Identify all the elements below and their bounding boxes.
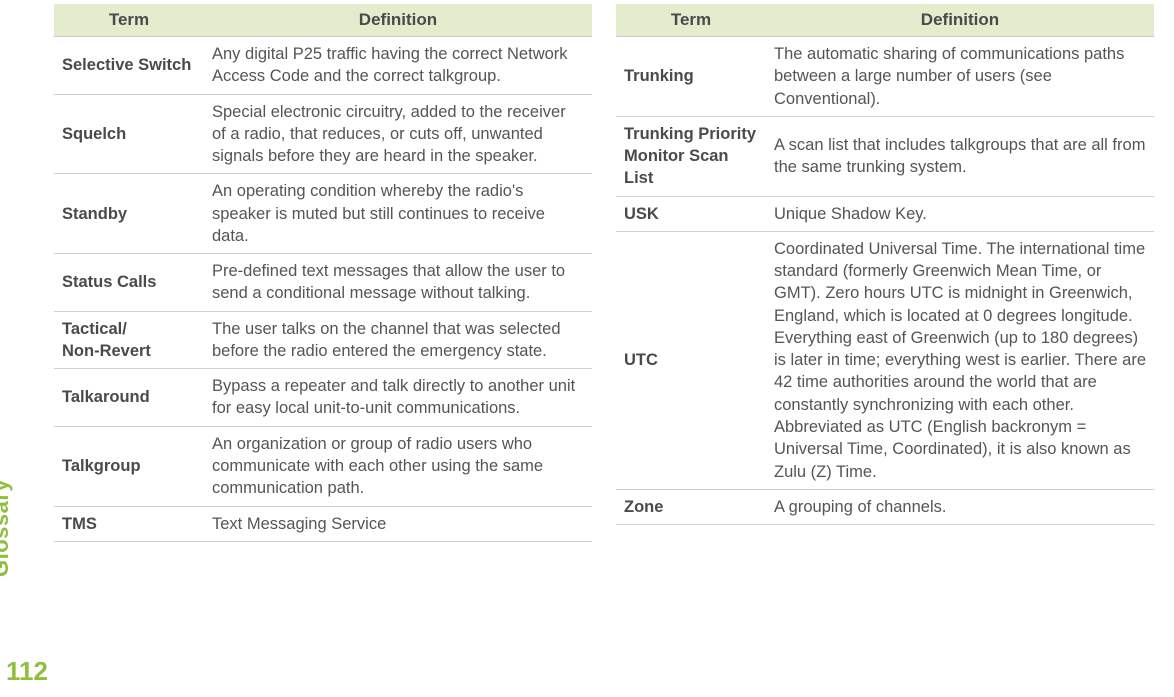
table-row: Tactical/ Non-RevertThe user talks on th… <box>54 311 592 369</box>
left-column: Term Definition Selective SwitchAny digi… <box>54 4 592 542</box>
table-body: TrunkingThe automatic sharing of communi… <box>616 37 1154 525</box>
table-row: USKUnique Shadow Key. <box>616 196 1154 231</box>
definition-cell: An operating condition whereby the radio… <box>204 174 592 254</box>
term-cell: Squelch <box>54 94 204 174</box>
table-row: UTCCoordinated Universal Time. The inter… <box>616 231 1154 489</box>
definition-cell: Unique Shadow Key. <box>766 196 1154 231</box>
content-columns: Term Definition Selective SwitchAny digi… <box>54 4 1154 542</box>
term-cell: Zone <box>616 489 766 524</box>
definition-cell: Any digital P25 traffic having the corre… <box>204 37 592 95</box>
definition-cell: Coordinated Universal Time. The internat… <box>766 231 1154 489</box>
term-cell: Trunking <box>616 37 766 117</box>
definition-cell: A scan list that includes talkgroups tha… <box>766 116 1154 196</box>
term-cell: USK <box>616 196 766 231</box>
term-cell: Selective Switch <box>54 37 204 95</box>
term-cell: Tactical/ Non-Revert <box>54 311 204 369</box>
page: { "page": { "section_label": "Glossary",… <box>0 0 1174 697</box>
glossary-table-left: Term Definition Selective SwitchAny digi… <box>54 4 592 542</box>
header-term: Term <box>616 4 766 37</box>
table-row: TalkaroundBypass a repeater and talk dir… <box>54 369 592 427</box>
definition-cell: Special electronic circuitry, added to t… <box>204 94 592 174</box>
glossary-table-right: Term Definition TrunkingThe automatic sh… <box>616 4 1154 525</box>
table-row: TalkgroupAn organization or group of rad… <box>54 426 592 506</box>
term-cell: Talkgroup <box>54 426 204 506</box>
definition-cell: A grouping of channels. <box>766 489 1154 524</box>
table-row: StandbyAn operating condition whereby th… <box>54 174 592 254</box>
term-cell: Standby <box>54 174 204 254</box>
table-body: Selective SwitchAny digital P25 traffic … <box>54 37 592 542</box>
table-row: TrunkingThe automatic sharing of communi… <box>616 37 1154 117</box>
term-cell: Trunking Priority Monitor Scan List <box>616 116 766 196</box>
definition-cell: Text Messaging Service <box>204 506 592 541</box>
header-definition: Definition <box>766 4 1154 37</box>
table-row: Trunking Priority Monitor Scan ListA sca… <box>616 116 1154 196</box>
definition-cell: Pre-defined text messages that allow the… <box>204 254 592 312</box>
definition-cell: An organization or group of radio users … <box>204 426 592 506</box>
table-row: TMSText Messaging Service <box>54 506 592 541</box>
term-cell: Talkaround <box>54 369 204 427</box>
table-header-row: Term Definition <box>54 4 592 37</box>
term-cell: Status Calls <box>54 254 204 312</box>
table-row: Selective SwitchAny digital P25 traffic … <box>54 37 592 95</box>
table-row: Status CallsPre-defined text messages th… <box>54 254 592 312</box>
table-row: ZoneA grouping of channels. <box>616 489 1154 524</box>
page-number: 112 <box>6 656 48 687</box>
definition-cell: Bypass a repeater and talk directly to a… <box>204 369 592 427</box>
definition-cell: The user talks on the channel that was s… <box>204 311 592 369</box>
definition-cell: The automatic sharing of communications … <box>766 37 1154 117</box>
section-label: Glossary <box>0 479 14 577</box>
header-term: Term <box>54 4 204 37</box>
table-row: SquelchSpecial electronic circuitry, add… <box>54 94 592 174</box>
term-cell: TMS <box>54 506 204 541</box>
term-cell: UTC <box>616 231 766 489</box>
right-column: Term Definition TrunkingThe automatic sh… <box>616 4 1154 542</box>
header-definition: Definition <box>204 4 592 37</box>
table-header-row: Term Definition <box>616 4 1154 37</box>
